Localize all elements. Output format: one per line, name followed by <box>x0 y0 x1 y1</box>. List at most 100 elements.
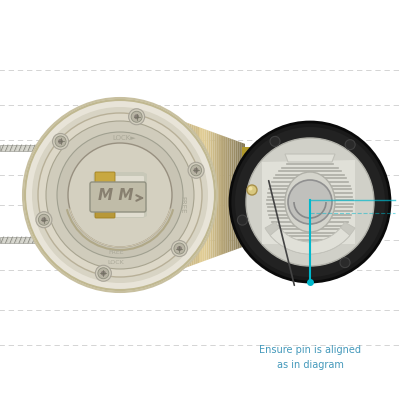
Bar <box>0 237 105 243</box>
Circle shape <box>247 185 257 195</box>
Polygon shape <box>172 117 174 273</box>
Polygon shape <box>218 134 220 256</box>
FancyBboxPatch shape <box>90 182 146 212</box>
Wedge shape <box>265 222 355 254</box>
Circle shape <box>42 217 46 222</box>
Polygon shape <box>155 111 157 279</box>
Polygon shape <box>151 110 153 280</box>
Polygon shape <box>197 126 199 264</box>
Polygon shape <box>153 110 155 280</box>
Polygon shape <box>239 142 241 248</box>
Polygon shape <box>140 106 142 284</box>
Polygon shape <box>176 119 178 271</box>
Polygon shape <box>162 114 164 276</box>
Polygon shape <box>193 125 195 265</box>
Bar <box>242 147 250 243</box>
Polygon shape <box>132 103 134 287</box>
Polygon shape <box>182 121 184 269</box>
Polygon shape <box>147 108 149 282</box>
Circle shape <box>23 98 217 292</box>
Text: M M: M M <box>98 188 134 202</box>
Circle shape <box>230 122 390 282</box>
Circle shape <box>129 109 145 125</box>
Text: LOCK►: LOCK► <box>112 135 136 141</box>
Polygon shape <box>134 103 136 287</box>
FancyBboxPatch shape <box>95 172 115 184</box>
Polygon shape <box>232 139 234 251</box>
Circle shape <box>55 136 66 147</box>
Bar <box>0 145 105 151</box>
Circle shape <box>194 168 198 173</box>
Polygon shape <box>178 120 180 270</box>
Polygon shape <box>203 128 205 262</box>
Polygon shape <box>212 132 214 258</box>
Circle shape <box>131 111 142 122</box>
Polygon shape <box>142 106 144 284</box>
Polygon shape <box>262 160 355 244</box>
Ellipse shape <box>285 172 335 232</box>
Circle shape <box>46 121 194 269</box>
Polygon shape <box>93 172 147 184</box>
Polygon shape <box>285 154 335 162</box>
Circle shape <box>98 268 109 279</box>
Polygon shape <box>216 133 218 257</box>
Circle shape <box>95 265 111 281</box>
Circle shape <box>174 243 185 254</box>
Circle shape <box>38 214 50 225</box>
Polygon shape <box>93 206 147 218</box>
Text: LOCK: LOCK <box>108 260 124 264</box>
Polygon shape <box>164 114 166 276</box>
Circle shape <box>246 138 374 266</box>
Circle shape <box>58 139 63 144</box>
Circle shape <box>101 271 106 276</box>
Circle shape <box>270 136 280 146</box>
Text: Ensure pin is aligned
as in diagram: Ensure pin is aligned as in diagram <box>259 345 361 370</box>
Polygon shape <box>166 115 168 275</box>
Polygon shape <box>195 126 197 264</box>
Polygon shape <box>199 127 201 263</box>
Circle shape <box>57 132 183 258</box>
Circle shape <box>25 100 215 290</box>
Polygon shape <box>170 117 172 273</box>
Text: FREE: FREE <box>108 250 124 256</box>
Polygon shape <box>174 118 176 272</box>
Circle shape <box>36 212 52 228</box>
Polygon shape <box>190 124 191 266</box>
Polygon shape <box>161 113 162 277</box>
Polygon shape <box>201 128 203 262</box>
Circle shape <box>38 113 202 277</box>
Polygon shape <box>136 104 138 286</box>
Polygon shape <box>241 142 243 248</box>
Circle shape <box>68 143 172 247</box>
Polygon shape <box>210 131 212 259</box>
Polygon shape <box>228 138 230 252</box>
Polygon shape <box>130 102 132 288</box>
Polygon shape <box>205 129 207 261</box>
Wedge shape <box>270 228 350 254</box>
Polygon shape <box>186 122 188 268</box>
Polygon shape <box>149 109 151 281</box>
Polygon shape <box>234 140 236 250</box>
Polygon shape <box>226 137 228 253</box>
Polygon shape <box>224 136 226 254</box>
FancyBboxPatch shape <box>96 210 144 217</box>
Polygon shape <box>159 112 161 278</box>
Circle shape <box>190 165 202 176</box>
Polygon shape <box>220 135 222 255</box>
Polygon shape <box>243 143 245 247</box>
Circle shape <box>172 240 188 256</box>
Circle shape <box>32 107 208 283</box>
Polygon shape <box>230 138 232 252</box>
Circle shape <box>177 246 182 251</box>
Circle shape <box>288 180 332 224</box>
Circle shape <box>134 114 139 119</box>
Polygon shape <box>145 108 147 282</box>
Circle shape <box>340 258 350 268</box>
Polygon shape <box>237 141 239 249</box>
Polygon shape <box>236 140 237 250</box>
Circle shape <box>38 113 202 277</box>
Circle shape <box>52 134 68 150</box>
FancyBboxPatch shape <box>95 206 115 218</box>
Circle shape <box>188 162 204 178</box>
Polygon shape <box>207 130 208 260</box>
